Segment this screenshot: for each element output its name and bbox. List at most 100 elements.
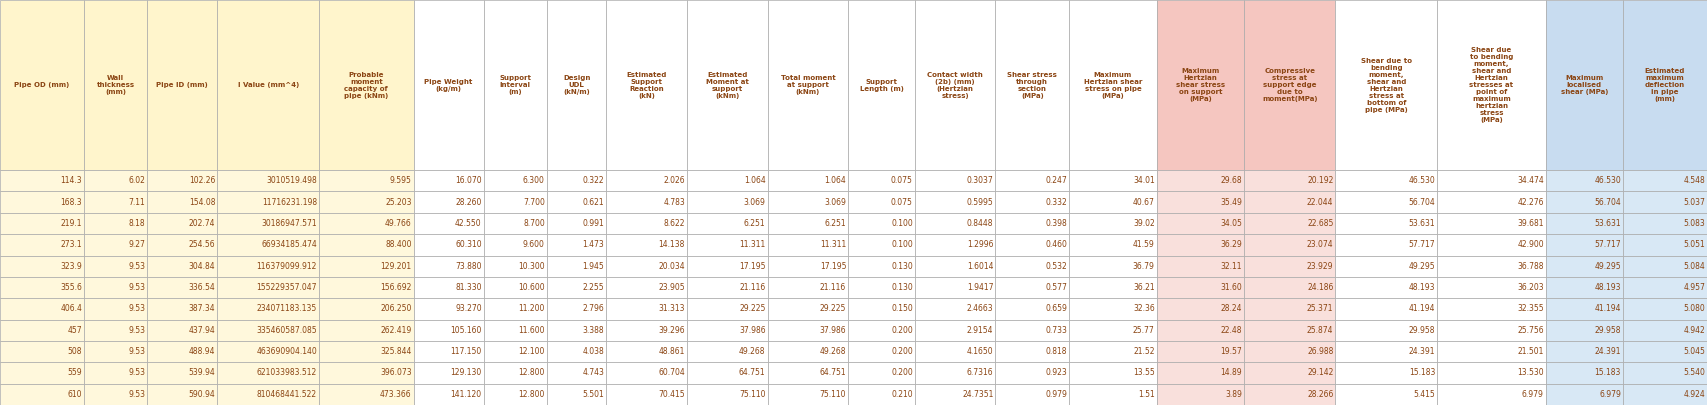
Text: 56.704: 56.704 [1594,198,1622,207]
Bar [1069,384,1157,405]
Bar [1547,213,1623,234]
Text: 40.67: 40.67 [1133,198,1154,207]
Text: 24.7351: 24.7351 [963,390,993,399]
Text: 81.330: 81.330 [456,283,481,292]
Bar [915,170,995,192]
Text: 4.548: 4.548 [1683,176,1705,185]
Bar [147,277,217,298]
Text: 1.2996: 1.2996 [966,240,993,249]
Text: 0.621: 0.621 [582,198,604,207]
Bar [686,0,768,170]
Bar [546,0,606,170]
Text: 273.1: 273.1 [60,240,82,249]
Bar [84,341,147,362]
Bar [606,170,686,192]
Text: 60.704: 60.704 [659,369,685,377]
Bar [686,170,768,192]
Text: 39.02: 39.02 [1133,219,1154,228]
Text: 10.300: 10.300 [519,262,545,271]
Bar [686,384,768,405]
Text: 41.194: 41.194 [1594,305,1622,313]
Bar [84,277,147,298]
Bar [995,341,1069,362]
Bar [217,341,319,362]
Text: 6.979: 6.979 [1523,390,1543,399]
Text: Probable
moment
capacity of
pipe (kNm): Probable moment capacity of pipe (kNm) [345,72,389,98]
Text: 21.116: 21.116 [739,283,766,292]
Bar [546,256,606,277]
Text: 0.322: 0.322 [582,176,604,185]
Bar [995,192,1069,213]
Bar [413,341,483,362]
Text: 11.311: 11.311 [739,240,766,249]
Text: Contact width
(2b) (mm)
(Hertzian
stress): Contact width (2b) (mm) (Hertzian stress… [927,72,983,98]
Text: Wall
thickness
(mm): Wall thickness (mm) [97,75,135,95]
Text: 23.929: 23.929 [1308,262,1333,271]
Text: 539.94: 539.94 [188,369,215,377]
Bar [0,298,84,320]
Text: 1.6014: 1.6014 [966,262,993,271]
Text: 6.979: 6.979 [1599,390,1622,399]
Bar [1157,192,1244,213]
Bar [1244,170,1335,192]
Bar [1069,213,1157,234]
Text: 141.120: 141.120 [451,390,481,399]
Text: 25.874: 25.874 [1308,326,1333,335]
Bar [0,0,84,170]
Bar [768,0,848,170]
Bar [319,0,413,170]
Bar [319,256,413,277]
Bar [848,256,915,277]
Bar [686,298,768,320]
Text: 28.266: 28.266 [1308,390,1333,399]
Text: 4.924: 4.924 [1683,390,1705,399]
Text: 0.200: 0.200 [891,369,913,377]
Bar [147,384,217,405]
Bar [84,320,147,341]
Text: 4.1650: 4.1650 [966,347,993,356]
Bar [1335,0,1437,170]
Text: 19.57: 19.57 [1221,347,1243,356]
Text: 4.783: 4.783 [664,198,685,207]
Bar [0,170,84,192]
Text: 29.225: 29.225 [739,305,766,313]
Bar [413,234,483,256]
Bar [1157,298,1244,320]
Bar [147,192,217,213]
Bar [1335,341,1437,362]
Bar [0,277,84,298]
Text: 387.34: 387.34 [189,305,215,313]
Text: 0.923: 0.923 [1045,369,1067,377]
Text: 0.200: 0.200 [891,347,913,356]
Text: 13.55: 13.55 [1133,369,1154,377]
Bar [995,362,1069,384]
Bar [995,298,1069,320]
Bar [1437,192,1547,213]
Text: 49.295: 49.295 [1408,262,1436,271]
Text: 28.260: 28.260 [456,198,481,207]
Text: 0.150: 0.150 [891,305,913,313]
Bar [483,384,546,405]
Bar [1335,234,1437,256]
Bar [915,298,995,320]
Text: 0.200: 0.200 [891,326,913,335]
Text: 0.075: 0.075 [891,176,913,185]
Text: 0.100: 0.100 [891,240,913,249]
Bar [413,277,483,298]
Text: 14.138: 14.138 [659,240,685,249]
Text: 335460587.085: 335460587.085 [256,326,318,335]
Bar [606,0,686,170]
Text: 12.100: 12.100 [519,347,545,356]
Bar [1157,234,1244,256]
Bar [0,213,84,234]
Text: 70.415: 70.415 [659,390,685,399]
Bar [1069,277,1157,298]
Bar [995,384,1069,405]
Text: 60.310: 60.310 [456,240,481,249]
Bar [1069,298,1157,320]
Text: 42.550: 42.550 [456,219,481,228]
Bar [1244,320,1335,341]
Text: 154.08: 154.08 [189,198,215,207]
Text: 42.900: 42.900 [1518,240,1543,249]
Bar [1437,277,1547,298]
